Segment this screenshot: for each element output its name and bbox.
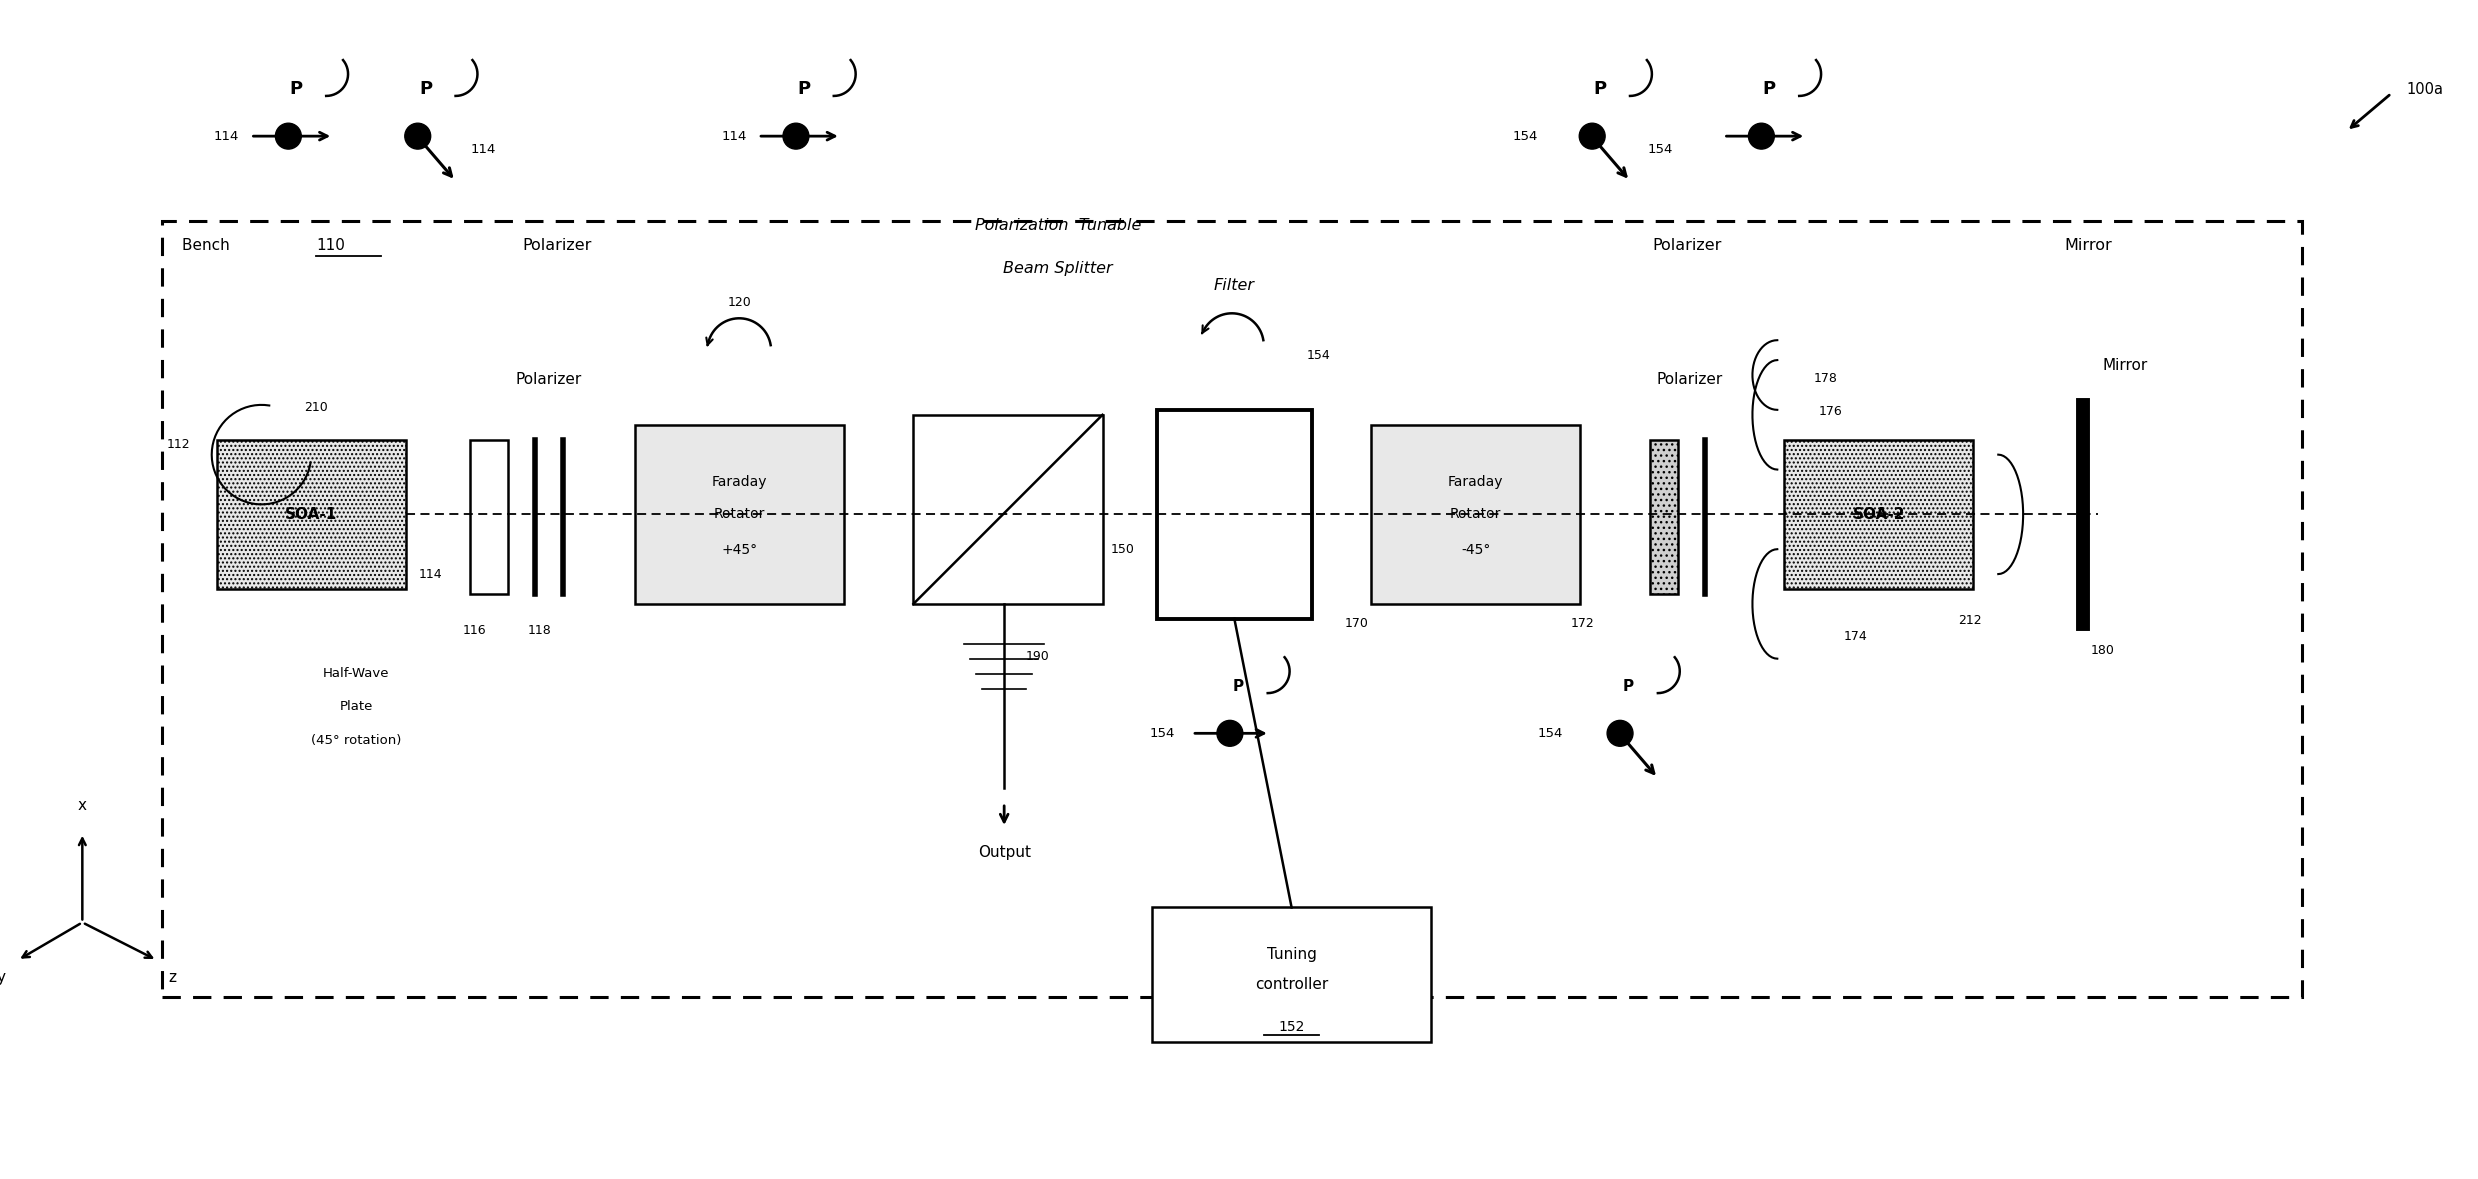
- Text: 114: 114: [471, 143, 496, 156]
- Circle shape: [404, 124, 431, 149]
- Circle shape: [275, 124, 302, 149]
- Text: +45°: +45°: [721, 544, 758, 558]
- Text: 114: 114: [213, 130, 240, 143]
- Circle shape: [1578, 124, 1606, 149]
- Bar: [161, 220, 2302, 997]
- Bar: [1157, 410, 1311, 619]
- Text: 154: 154: [1512, 130, 1539, 143]
- Text: Mirror: Mirror: [2104, 357, 2148, 373]
- Text: Rotator: Rotator: [714, 507, 766, 521]
- Bar: [1152, 908, 1430, 1042]
- Text: 212: 212: [1958, 614, 1982, 627]
- Bar: [216, 440, 406, 590]
- Text: 176: 176: [1819, 406, 1844, 419]
- Circle shape: [1749, 124, 1774, 149]
- Text: 172: 172: [1571, 618, 1593, 631]
- Text: Half-Wave: Half-Wave: [322, 667, 389, 680]
- Text: 154: 154: [1306, 349, 1331, 362]
- Text: Tuning: Tuning: [1266, 947, 1316, 962]
- Text: 170: 170: [1346, 618, 1368, 631]
- Text: 120: 120: [729, 296, 751, 309]
- Bar: [1370, 424, 1581, 604]
- Text: P: P: [1232, 679, 1244, 694]
- Text: Polarizer: Polarizer: [1653, 238, 1722, 253]
- Text: 180: 180: [2091, 644, 2114, 657]
- Text: Polarizer: Polarizer: [523, 238, 592, 253]
- Bar: [1784, 440, 1972, 590]
- Text: 174: 174: [1844, 631, 1868, 644]
- Circle shape: [1217, 720, 1244, 746]
- Bar: [471, 440, 508, 594]
- Text: Polarizer: Polarizer: [515, 373, 582, 388]
- Text: SOA-2: SOA-2: [1854, 507, 1906, 522]
- Circle shape: [1608, 720, 1633, 746]
- Text: P: P: [1762, 80, 1777, 98]
- Text: P: P: [290, 80, 302, 98]
- Text: 116: 116: [463, 625, 486, 638]
- Text: controller: controller: [1254, 977, 1328, 993]
- Text: 190: 190: [1026, 650, 1051, 663]
- Text: 118: 118: [528, 625, 550, 638]
- Text: 154: 154: [1150, 726, 1175, 739]
- Text: Plate: Plate: [339, 700, 372, 713]
- Text: P: P: [798, 80, 810, 98]
- Bar: [914, 415, 1103, 604]
- Text: P: P: [1623, 679, 1633, 694]
- Text: 100a: 100a: [2406, 81, 2443, 97]
- Text: Faraday: Faraday: [711, 474, 768, 488]
- Text: y: y: [0, 969, 5, 984]
- Text: SOA-1: SOA-1: [285, 507, 337, 522]
- Text: 178: 178: [1814, 371, 1839, 384]
- Text: 150: 150: [1110, 542, 1135, 555]
- Text: (45° rotation): (45° rotation): [310, 733, 401, 746]
- Text: P: P: [419, 80, 431, 98]
- Text: Filter: Filter: [1214, 278, 1254, 292]
- Text: 110: 110: [317, 238, 344, 253]
- Text: 112: 112: [166, 439, 191, 452]
- Text: -45°: -45°: [1462, 544, 1489, 558]
- Text: 114: 114: [721, 130, 746, 143]
- Text: Rotator: Rotator: [1450, 507, 1502, 521]
- Text: Mirror: Mirror: [2064, 238, 2111, 253]
- Text: 114: 114: [419, 567, 444, 580]
- Text: 154: 154: [1648, 143, 1673, 156]
- Text: Beam Splitter: Beam Splitter: [1004, 261, 1113, 276]
- Text: Polarizer: Polarizer: [1658, 373, 1722, 388]
- Text: 152: 152: [1279, 1020, 1306, 1034]
- Bar: [634, 424, 843, 604]
- Text: Polarization  Tunable: Polarization Tunable: [974, 218, 1140, 233]
- Bar: [1650, 440, 1678, 594]
- Text: Bench: Bench: [181, 238, 235, 253]
- Circle shape: [783, 124, 808, 149]
- Text: z: z: [169, 969, 176, 984]
- Text: x: x: [77, 798, 87, 814]
- Text: P: P: [1593, 80, 1606, 98]
- Text: 154: 154: [1539, 726, 1564, 739]
- Text: Output: Output: [979, 845, 1031, 861]
- Text: 210: 210: [305, 401, 327, 414]
- Text: Faraday: Faraday: [1447, 474, 1504, 488]
